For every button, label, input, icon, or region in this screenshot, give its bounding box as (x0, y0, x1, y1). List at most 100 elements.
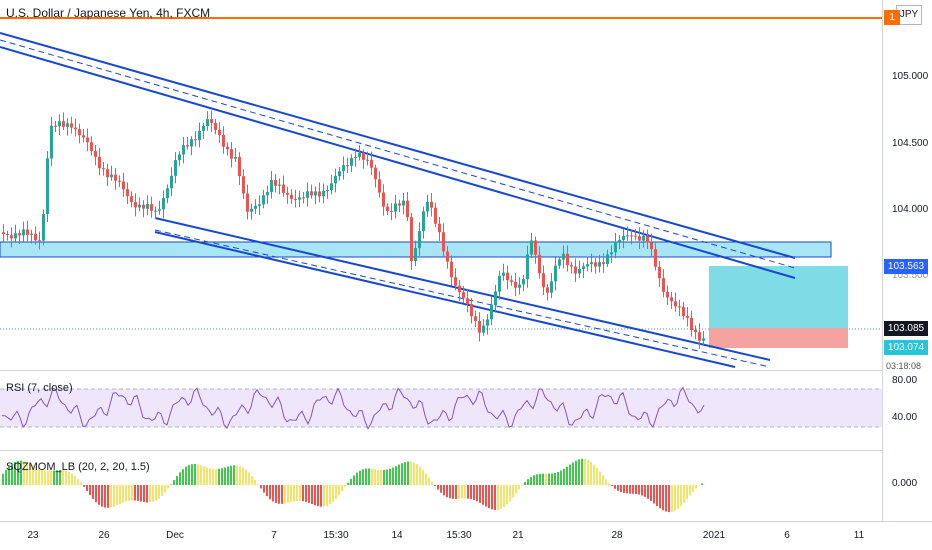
squeeze-bar (185, 466, 187, 485)
candle-body (490, 305, 493, 320)
candle-body (378, 179, 381, 193)
squeeze-bar (494, 485, 496, 510)
squeeze-bar (398, 464, 400, 485)
squeeze-bar (11, 463, 13, 485)
resistance-price-tag: 1 (884, 10, 900, 25)
candle-body (158, 209, 161, 211)
squeeze-bar (326, 485, 328, 506)
rsi-band (0, 389, 882, 427)
candle-body (458, 285, 461, 293)
squeeze-bar (362, 469, 364, 485)
candle-body (166, 188, 169, 199)
channel-lower-outer-line[interactable] (154, 231, 736, 368)
squeeze-bar (290, 485, 292, 503)
squeeze-bar (440, 485, 442, 493)
stop-zone[interactable] (709, 328, 848, 348)
time-label: 15:30 (323, 530, 349, 541)
candle-body (658, 266, 661, 279)
candle-body (6, 234, 9, 236)
squeeze-bar (485, 485, 487, 507)
time-label: 2021 (702, 530, 726, 541)
candle-body (30, 233, 33, 235)
squeeze-bar (65, 470, 67, 485)
candle-body (410, 217, 413, 262)
candle-body (502, 272, 505, 276)
candle-body (702, 338, 705, 341)
squeeze-bar (197, 464, 199, 485)
squeeze-bar (2, 473, 4, 485)
squeeze-bar (389, 468, 391, 485)
squeeze-bar (407, 461, 409, 485)
candle-body (614, 241, 617, 253)
candle-body (602, 262, 605, 264)
squeeze-bar (380, 469, 382, 485)
squeeze-bar (329, 485, 331, 505)
candle-body (374, 167, 377, 180)
candle-body (146, 204, 149, 209)
channel-upper-inner-line[interactable] (0, 46, 796, 279)
candle-body (238, 156, 241, 177)
squeeze-bar (182, 469, 184, 485)
squeeze-bar (179, 472, 181, 485)
squeeze-bar (638, 485, 640, 495)
candlestick-series[interactable] (2, 110, 705, 350)
squeeze-bar (359, 470, 361, 485)
candle-body (278, 184, 281, 186)
price-label: 105.000 (892, 71, 929, 82)
candle-body (686, 316, 689, 318)
candle-body (690, 317, 693, 330)
squeeze-bar (263, 485, 265, 493)
candle-body (538, 254, 541, 274)
squeeze-bar (116, 485, 118, 506)
squeeze-bar (17, 460, 19, 485)
squeeze-bar (629, 485, 631, 494)
squeeze-bar (488, 485, 490, 509)
candle-body (662, 278, 665, 292)
candle-body (242, 176, 245, 194)
squeeze-bar (23, 461, 25, 485)
price-label: 104.500 (892, 138, 929, 149)
squeeze-bar (470, 485, 472, 500)
squeeze-bar (170, 484, 172, 485)
candle-body (34, 233, 37, 241)
rsi-line[interactable] (1, 386, 705, 430)
channel-upper-line[interactable] (0, 32, 796, 259)
squeeze-bar (110, 485, 112, 508)
candle-body (534, 240, 537, 255)
candle-body (590, 262, 593, 265)
squeeze-histogram[interactable] (2, 458, 703, 513)
squeeze-bar (701, 483, 703, 485)
candle-body (302, 197, 305, 199)
squeeze-bar (365, 468, 367, 485)
squeeze-bar (521, 485, 523, 486)
squeeze-bar (317, 485, 319, 507)
channel-lower-line[interactable] (154, 217, 771, 361)
squeeze-bar (248, 472, 250, 485)
squeeze-bar (461, 485, 463, 499)
candle-body (82, 135, 85, 138)
squeeze-bar (68, 471, 70, 485)
candle-body (586, 264, 589, 267)
squeeze-bar (572, 462, 574, 485)
squeeze-bar (221, 468, 223, 485)
candle-body (50, 125, 53, 159)
rsi-level-label: 80.00 (892, 375, 918, 386)
candle-body (290, 194, 293, 199)
squeeze-bar (77, 479, 79, 485)
squeeze-bar (533, 475, 535, 485)
candle-body (226, 146, 229, 150)
candle-body (270, 180, 273, 193)
candle-body (526, 254, 529, 280)
squeeze-bar (212, 468, 214, 485)
sqz-level-label: 0.000 (892, 478, 918, 489)
squeeze-bar (623, 485, 625, 493)
candle-body (282, 184, 285, 193)
candle-body (22, 229, 25, 236)
target-zone[interactable] (709, 266, 848, 328)
time-label: 15:30 (446, 530, 472, 541)
squeeze-bar (560, 470, 562, 485)
time-label: 11 (853, 530, 865, 541)
squeeze-bar (191, 464, 193, 485)
sqz-title: SQZMOM_LB (20, 2, 20, 1.5) (6, 461, 150, 473)
